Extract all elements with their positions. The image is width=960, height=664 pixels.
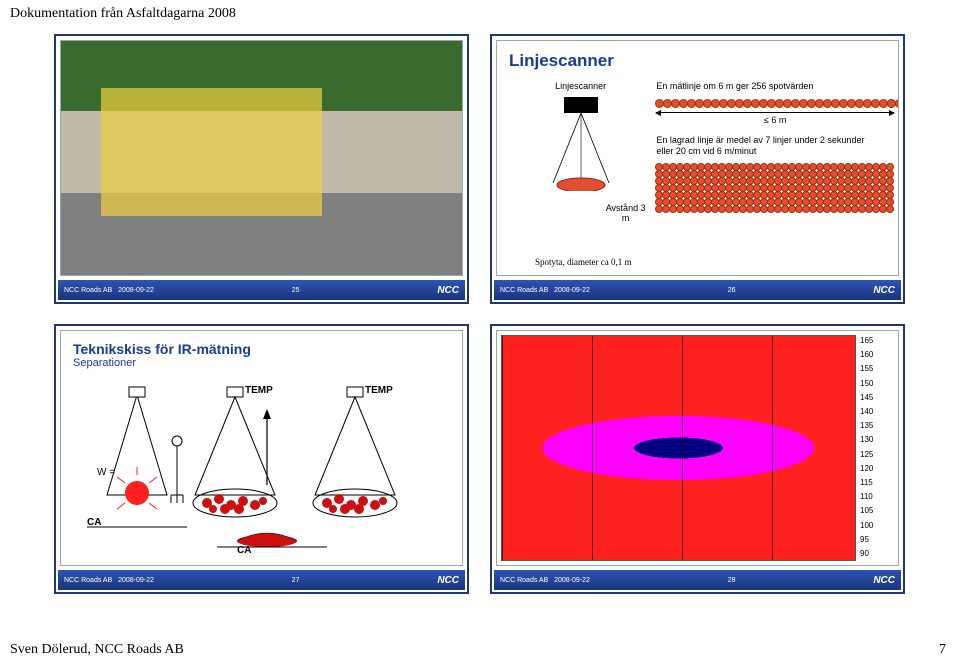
panel-top-right: Linjescanner Linjescanner Avstånd 3 m En… [490,34,905,304]
ir-title: Teknikskiss för IR-mätning [73,341,458,357]
legend-tick: 100 [860,522,894,531]
scanner-box-icon [564,97,598,113]
legend-tick: 135 [860,422,894,431]
temp-label-2: TEMP [365,385,393,396]
ncc-logo: NCC [873,285,901,296]
linjescanner-left-label: Linjescanner [511,81,650,91]
linjescanner-title: Linjescanner [509,51,894,71]
legend-tick: 140 [860,408,894,417]
slide-footer-bar: NCC Roads AB 2008-09-22 28 NCC [494,570,901,590]
legend-tick: 165 [860,337,894,346]
panel-top-left: NCC Roads AB 2008-09-22 25 NCC [54,34,469,304]
panel-bottom-right: 165 160 155 150 145 140 135 130 125 120 115 110 105 1… [490,324,905,594]
spotyta-label: Spotyta, diameter ca 0,1 m [535,257,681,267]
legend-tick: 120 [860,465,894,474]
slide-footer-bar: NCC Roads AB 2008-09-22 25 NCC [58,280,465,300]
width-dim-label: ≤ 6 m [656,115,894,125]
ir-subtitle: Separationer [73,357,458,369]
panel-bottom-left: Teknikskiss för IR-mätning Separationer … [54,324,469,594]
avstand-label: Avstånd 3 m [601,203,650,223]
legend-tick: 130 [860,436,894,445]
legend-tick: 145 [860,394,894,403]
legend-tick: 105 [860,507,894,516]
ca-label-1: CA [87,517,101,528]
lagrad-text-1: En lagrad linje är medel av 7 linjer und… [656,135,894,146]
w-label: W = [97,467,115,478]
legend-tick: 160 [860,351,894,360]
legend-tick: 150 [860,380,894,389]
legend-tick: 110 [860,493,894,502]
legend-tick: 90 [860,550,894,559]
page-header: Dokumentation från Asfaltdagarna 2008 [10,6,236,22]
page-footer-author: Sven Dölerud, NCC Roads AB [10,642,184,658]
ncc-logo: NCC [873,575,901,586]
legend-tick: 95 [860,536,894,545]
asphalt-paver-photo [61,41,462,275]
slide-footer-bar: NCC Roads AB 2008-09-22 26 NCC [494,280,901,300]
heatmap-legend: 165 160 155 150 145 140 135 130 125 120 115 110 105 1… [860,335,894,561]
ncc-logo: NCC [437,575,465,586]
legend-tick: 155 [860,365,894,374]
matlinje-label: En mätlinje om 6 m ger 256 spotvärden [656,81,894,91]
ir-heatmap [501,335,856,561]
ir-diagram: W = TEMP [67,375,457,555]
ncc-logo: NCC [437,285,465,296]
temp-label-1: TEMP [245,385,273,396]
scan-cone-icon [536,113,626,191]
lagrad-text-2: eller 20 cm vid 6 m/minut [656,146,894,157]
slide-footer-bar: NCC Roads AB 2008-09-22 27 NCC [58,570,465,590]
legend-tick: 115 [860,479,894,488]
legend-tick: 125 [860,451,894,460]
spot-row-single [656,99,894,108]
spot-rows-block [656,163,894,213]
page-number: 7 [939,642,946,658]
